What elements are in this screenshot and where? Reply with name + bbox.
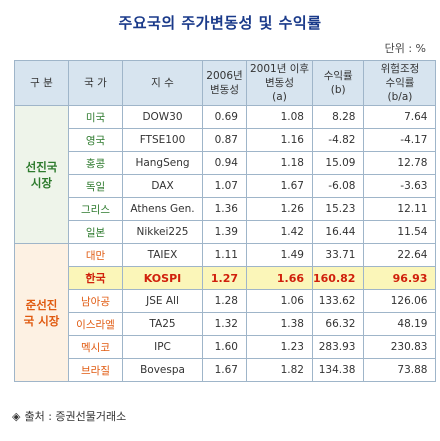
country-cell: 일본 bbox=[68, 220, 123, 244]
return-cell: 16.44 bbox=[311, 220, 365, 244]
vol2006-cell: 0.87 bbox=[202, 128, 247, 152]
country-cell: 이스라엘 bbox=[68, 312, 123, 336]
header-vol2006: 2006년 변동성 bbox=[202, 60, 247, 106]
header-risk-adjusted: 위험조정 수익률 (b/a) bbox=[363, 60, 437, 106]
vol2001-cell: 1.67 bbox=[246, 174, 313, 198]
vol2006-cell: 1.36 bbox=[202, 197, 247, 221]
header-return: 수익률 (b) bbox=[311, 60, 365, 106]
table-row: 준선진국 시장 대만 TAIEX 1.11 1.49 33.71 22.64 bbox=[14, 243, 437, 382]
table-row: 이스라엘 TA25 1.32 1.38 66.32 48.19 bbox=[15, 312, 437, 336]
page-title: 주요국의 주가변동성 및 수익률 bbox=[118, 14, 322, 32]
table-row: 홍콩 HangSeng 0.94 1.18 15.09 12.78 bbox=[15, 151, 437, 175]
country-cell: 그리스 bbox=[68, 197, 123, 221]
index-cell: TAIEX bbox=[122, 243, 203, 267]
return-cell: 8.28 bbox=[311, 105, 365, 129]
country-cell: 남아공 bbox=[68, 289, 123, 313]
table-row: 그리스 Athens Gen. 1.36 1.26 15.23 12.11 bbox=[15, 197, 437, 221]
table-row: 독일 DAX 1.07 1.67 -6.08 -3.63 bbox=[15, 174, 437, 198]
risk-adjusted-cell: 22.64 bbox=[363, 243, 437, 267]
vol2006-cell: 1.27 bbox=[202, 266, 247, 290]
risk-adjusted-cell: 48.19 bbox=[363, 312, 437, 336]
table-row: 영국 FTSE100 0.87 1.16 -4.82 -4.17 bbox=[15, 128, 437, 152]
index-cell: DAX bbox=[122, 174, 203, 198]
header-group: 구 분 bbox=[14, 60, 69, 106]
source-note: ◈ 출처 : 증권선물거래소 bbox=[12, 410, 127, 423]
index-cell: Nikkei225 bbox=[122, 220, 203, 244]
index-cell: HangSeng bbox=[122, 151, 203, 175]
return-cell: 283.93 bbox=[311, 335, 365, 359]
return-cell: 15.09 bbox=[311, 151, 365, 175]
index-cell: TA25 bbox=[122, 312, 203, 336]
risk-adjusted-cell: 96.93 bbox=[363, 266, 437, 290]
risk-adjusted-cell: 73.88 bbox=[363, 358, 437, 382]
return-cell: 66.32 bbox=[311, 312, 365, 336]
volatility-table: 구 분 국 가 지 수 2006년 변동성 2001년 이후 변동성 (a) 수… bbox=[14, 60, 437, 382]
country-cell: 한국 bbox=[68, 266, 123, 290]
country-cell: 홍콩 bbox=[68, 151, 123, 175]
table-row: 브라질 Bovespa 1.67 1.82 134.38 73.88 bbox=[15, 358, 437, 382]
vol2001-cell: 1.23 bbox=[246, 335, 313, 359]
vol2006-cell: 1.28 bbox=[202, 289, 247, 313]
risk-adjusted-cell: -4.17 bbox=[363, 128, 437, 152]
risk-adjusted-cell: 12.78 bbox=[363, 151, 437, 175]
header-index: 지 수 bbox=[122, 60, 203, 106]
vol2001-cell: 1.06 bbox=[246, 289, 313, 313]
table-row: 선진국 시장 미국 DOW30 0.69 1.08 8.28 7.64 bbox=[14, 105, 437, 244]
vol2006-cell: 1.11 bbox=[202, 243, 247, 267]
risk-adjusted-cell: 126.06 bbox=[363, 289, 437, 313]
table-row: 한국 KOSPI 1.27 1.66 160.82 96.93 bbox=[15, 266, 437, 290]
country-cell: 독일 bbox=[68, 174, 123, 198]
index-cell: Bovespa bbox=[122, 358, 203, 382]
vol2001-cell: 1.82 bbox=[246, 358, 313, 382]
vol2006-cell: 1.67 bbox=[202, 358, 247, 382]
vol2001-cell: 1.08 bbox=[246, 105, 313, 129]
group-emerging-market: 준선진국 시장 bbox=[14, 243, 69, 382]
index-cell: JSE All bbox=[122, 289, 203, 313]
return-cell: -6.08 bbox=[311, 174, 365, 198]
country-cell: 대만 bbox=[68, 243, 123, 267]
vol2001-cell: 1.18 bbox=[246, 151, 313, 175]
country-cell: 브라질 bbox=[68, 358, 123, 382]
vol2001-cell: 1.38 bbox=[246, 312, 313, 336]
vol2006-cell: 1.60 bbox=[202, 335, 247, 359]
return-cell: 33.71 bbox=[311, 243, 365, 267]
risk-adjusted-cell: 11.54 bbox=[363, 220, 437, 244]
vol2006-cell: 1.07 bbox=[202, 174, 247, 198]
vol2006-cell: 0.69 bbox=[202, 105, 247, 129]
country-cell: 영국 bbox=[68, 128, 123, 152]
index-cell: KOSPI bbox=[122, 266, 203, 290]
vol2001-cell: 1.66 bbox=[246, 266, 313, 290]
vol2006-cell: 1.39 bbox=[202, 220, 247, 244]
risk-adjusted-cell: -3.63 bbox=[363, 174, 437, 198]
vol2001-cell: 1.26 bbox=[246, 197, 313, 221]
country-cell: 미국 bbox=[68, 105, 123, 129]
return-cell: -4.82 bbox=[311, 128, 365, 152]
header-country: 국 가 bbox=[68, 60, 123, 106]
vol2001-cell: 1.49 bbox=[246, 243, 313, 267]
index-cell: DOW30 bbox=[122, 105, 203, 129]
vol2006-cell: 1.32 bbox=[202, 312, 247, 336]
index-cell: Athens Gen. bbox=[122, 197, 203, 221]
vol2006-cell: 0.94 bbox=[202, 151, 247, 175]
risk-adjusted-cell: 12.11 bbox=[363, 197, 437, 221]
return-cell: 133.62 bbox=[311, 289, 365, 313]
vol2001-cell: 1.42 bbox=[246, 220, 313, 244]
group-developed-market: 선진국 시장 bbox=[14, 105, 69, 244]
country-cell: 멕시코 bbox=[68, 335, 123, 359]
index-cell: IPC bbox=[122, 335, 203, 359]
risk-adjusted-cell: 230.83 bbox=[363, 335, 437, 359]
table-row: 멕시코 IPC 1.60 1.23 283.93 230.83 bbox=[15, 335, 437, 359]
vol2001-cell: 1.16 bbox=[246, 128, 313, 152]
return-cell: 160.82 bbox=[311, 266, 365, 290]
table-row: 남아공 JSE All 1.28 1.06 133.62 126.06 bbox=[15, 289, 437, 313]
return-cell: 15.23 bbox=[311, 197, 365, 221]
table-row: 일본 Nikkei225 1.39 1.42 16.44 11.54 bbox=[15, 220, 437, 244]
diamond-icon: ◈ bbox=[12, 410, 21, 423]
risk-adjusted-cell: 7.64 bbox=[363, 105, 437, 129]
header-row: 구 분 국 가 지 수 2006년 변동성 2001년 이후 변동성 (a) 수… bbox=[14, 60, 437, 106]
return-cell: 134.38 bbox=[311, 358, 365, 382]
index-cell: FTSE100 bbox=[122, 128, 203, 152]
header-vol2001: 2001년 이후 변동성 (a) bbox=[246, 60, 313, 106]
unit-label: 단위 : % bbox=[384, 42, 426, 55]
